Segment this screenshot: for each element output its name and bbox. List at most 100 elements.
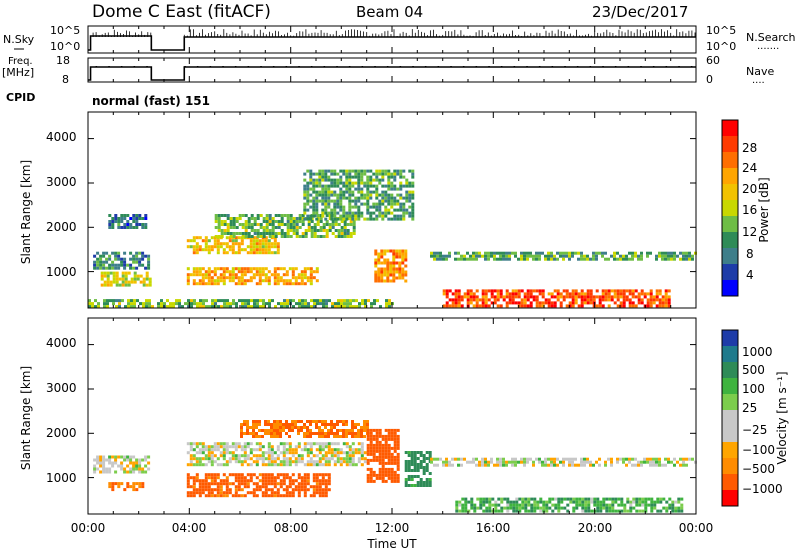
power-cell [88, 299, 91, 303]
power-cell [328, 217, 332, 220]
velocity-cell [351, 426, 354, 429]
velocity-cell [117, 464, 121, 468]
power-cell [261, 248, 265, 252]
power-cell [309, 199, 313, 203]
power-cell [331, 305, 334, 309]
power-cell [357, 214, 361, 218]
velocity-cell [300, 426, 303, 429]
power-cell [658, 298, 662, 302]
power-cell [535, 295, 539, 299]
velocity-cell [464, 500, 468, 504]
power-cell [586, 254, 589, 258]
power-cell [121, 271, 125, 275]
velocity-cell [327, 463, 331, 467]
power-cell [216, 279, 220, 283]
power-cell [463, 254, 466, 258]
power-cell [267, 245, 271, 249]
power-cell [274, 220, 278, 223]
power-cell [508, 298, 512, 302]
velocity-cell [602, 506, 606, 510]
power-cell [369, 205, 373, 209]
velocity-cell [267, 429, 270, 432]
velocity-cell [315, 473, 319, 477]
power-cell [222, 279, 226, 283]
velocity-cell [360, 448, 364, 452]
power-cell [460, 295, 464, 299]
velocity-cell [129, 470, 133, 474]
power-cell [132, 214, 136, 217]
power-cell [383, 267, 387, 271]
velocity-cell [315, 426, 318, 429]
power-cell [595, 257, 598, 261]
nave-dot [298, 66, 300, 68]
velocity-cell [321, 442, 325, 446]
velocity-cell [598, 463, 601, 467]
power-cell [303, 205, 307, 209]
power-cell [691, 254, 694, 258]
power-cell [369, 211, 373, 215]
velocity-cell [282, 463, 286, 467]
power-cell [408, 181, 412, 185]
velocity-cell [255, 482, 259, 486]
nave-dot [399, 66, 402, 68]
power-cell [390, 175, 394, 179]
power-cell [655, 289, 659, 293]
power-cell [460, 254, 463, 258]
power-cell [228, 276, 232, 280]
power-cell [574, 298, 578, 302]
velocity-cell [297, 485, 301, 489]
power-cell [508, 292, 512, 296]
velocity-cell [505, 460, 508, 464]
velocity-cell [677, 506, 681, 510]
power-cell [256, 299, 259, 303]
velocity-cell [147, 467, 151, 471]
velocity-cell [674, 509, 678, 513]
power-cell [439, 251, 442, 255]
nave-dot [462, 66, 465, 68]
power-cell [324, 208, 328, 212]
power-cell [240, 248, 244, 252]
power-cell [105, 251, 109, 255]
power-cell [562, 298, 566, 302]
velocity-cell [216, 442, 220, 446]
power-cell [318, 169, 322, 173]
power-cell [327, 178, 331, 182]
power-cell [325, 214, 329, 217]
power-cell [655, 254, 658, 258]
power-cell [583, 298, 587, 302]
velocity-cell [345, 429, 348, 432]
velocity-cell [653, 506, 657, 510]
velocity-cell [138, 458, 142, 462]
power-cell [393, 199, 397, 203]
power-cell [553, 257, 556, 261]
velocity-cell [276, 429, 279, 432]
velocity-cell [629, 503, 633, 507]
power-cell [144, 254, 148, 258]
power-cell [295, 232, 299, 235]
velocity-cell [521, 506, 525, 510]
power-cell [313, 305, 316, 309]
power-cell [664, 301, 668, 305]
velocity-cell [234, 488, 238, 492]
velocity-cell [102, 455, 106, 459]
velocity-cell [342, 457, 346, 461]
velocity-cell [279, 479, 283, 483]
velocity-cell [404, 460, 408, 463]
velocity-cell [548, 500, 552, 504]
velocity-cell [270, 460, 274, 464]
velocity-cell [324, 491, 328, 495]
power-cell [132, 266, 136, 270]
power-cell [487, 251, 490, 255]
power-cell [357, 172, 361, 176]
power-cell [120, 217, 124, 220]
power-cell [255, 248, 259, 252]
power-cell [297, 276, 301, 280]
power-cell [349, 299, 352, 303]
velocity-cell [135, 467, 139, 471]
power-cell [259, 232, 263, 235]
velocity-cell [258, 435, 261, 438]
power-cell [229, 217, 233, 220]
power-cell [192, 245, 196, 249]
velocity-cell [521, 497, 525, 501]
velocity-cell [330, 429, 333, 432]
